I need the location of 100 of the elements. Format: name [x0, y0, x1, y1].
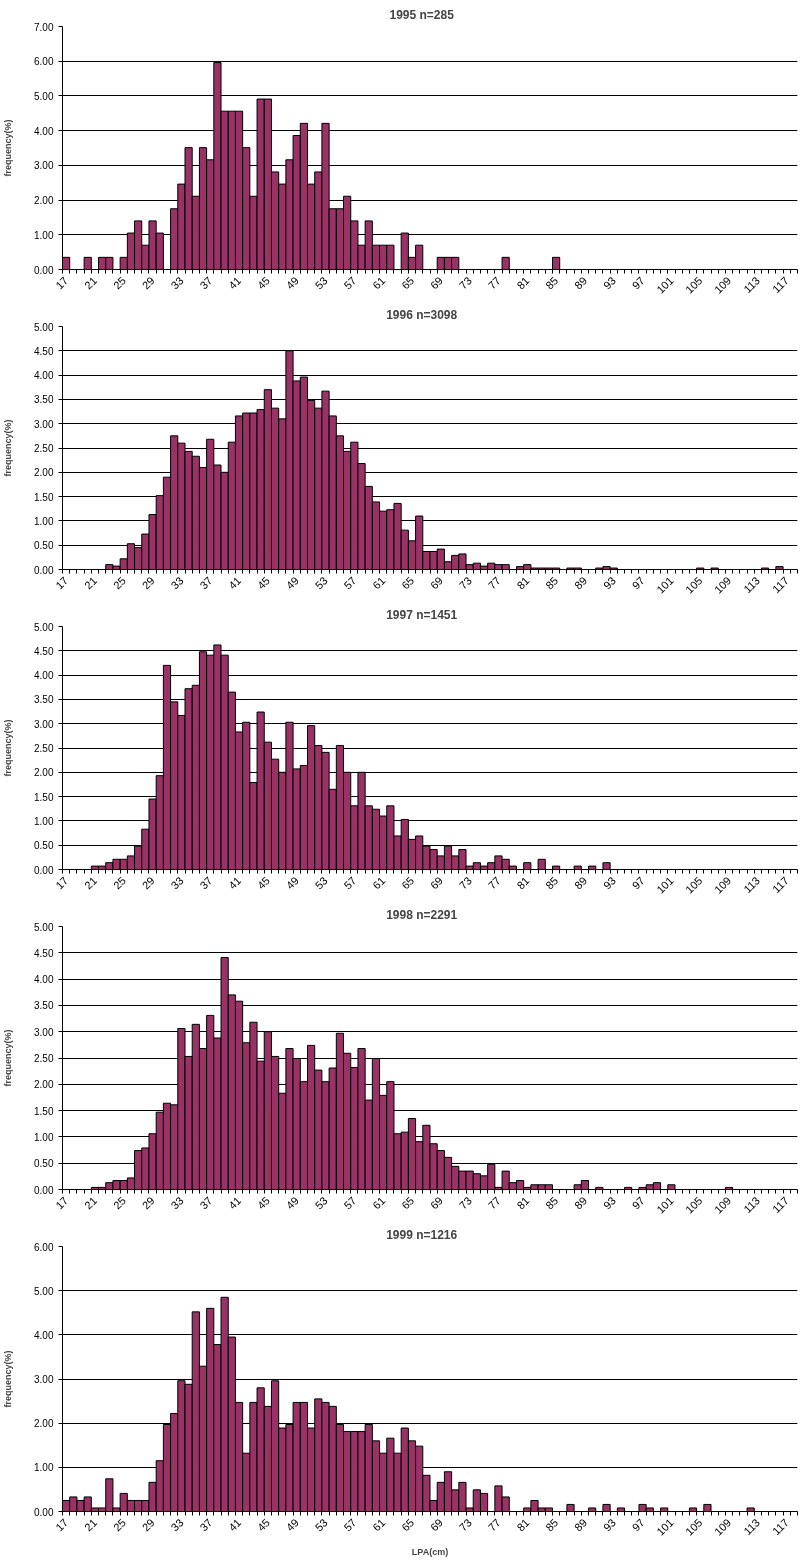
x-tick-label: 77 [485, 1194, 503, 1212]
x-tick-label: 77 [485, 874, 503, 892]
y-tick-label: 4.00 [34, 670, 54, 682]
x-tick-label: 25 [110, 874, 128, 892]
x-tick-label: 49 [283, 1516, 301, 1534]
y-tick-label: 0.00 [34, 564, 54, 576]
y-tick-label: 0.50 [34, 1158, 54, 1170]
x-tick-label: 61 [370, 1194, 388, 1212]
y-tick-label: 3.50 [34, 394, 54, 406]
x-tick-label: 25 [110, 574, 128, 592]
y-tick-label: 2.00 [34, 195, 54, 207]
y-axis-title: frequency(%) [3, 419, 14, 477]
x-tick-label: 37 [197, 1516, 215, 1534]
x-tick-label: 105 [683, 274, 705, 296]
x-tick-label: 61 [370, 1516, 388, 1534]
x-tick-label: 89 [572, 874, 590, 892]
y-tick-label: 1.00 [34, 229, 54, 241]
x-tick-label: 49 [283, 574, 301, 592]
x-tick-label: 17 [53, 574, 71, 592]
x-tick-label: 105 [683, 1516, 705, 1538]
y-tick-label: 5.00 [34, 921, 54, 933]
x-tick-label: 45 [254, 874, 273, 892]
x-tick-label: 37 [197, 274, 215, 292]
x-tick-label: 85 [543, 1194, 561, 1212]
x-tick-label: 81 [514, 274, 532, 292]
y-axis-title: frequency(%) [3, 719, 14, 777]
y-tick-label: 4.00 [34, 1329, 54, 1341]
x-tick-label: 117 [770, 1516, 791, 1538]
y-tick-label: 3.00 [34, 1374, 54, 1385]
y-tick-label: 3.00 [34, 1026, 54, 1038]
x-tick-label: 105 [683, 574, 705, 596]
y-axis-title: frequency(%) [3, 1029, 14, 1087]
x-tick-label: 41 [226, 274, 244, 292]
x-tick-label: 41 [226, 574, 244, 592]
x-tick-label: 89 [572, 574, 590, 592]
x-tick-label: 109 [711, 574, 734, 596]
x-tick-label: 29 [139, 1516, 157, 1534]
chart-title: 1999 n=1216 [386, 1227, 458, 1242]
y-tick-label: 4.00 [34, 125, 54, 137]
x-tick-label: 61 [370, 874, 388, 892]
x-tick-label: 85 [543, 874, 561, 892]
x-tick-label: 113 [741, 1194, 763, 1216]
x-tick-label: 17 [53, 1516, 71, 1534]
y-tick-label: 5.00 [34, 90, 54, 102]
x-tick-label: 33 [168, 874, 186, 892]
x-tick-label: 41 [226, 1516, 244, 1534]
x-tick-label: 69 [427, 574, 446, 592]
x-tick-label: 53 [312, 574, 330, 592]
x-tick-label: 117 [770, 874, 791, 896]
y-tick-label: 6.00 [34, 56, 54, 68]
x-tick-label: 69 [427, 274, 446, 292]
x-tick-label: 25 [110, 274, 128, 292]
chart-title: 1997 n=1451 [386, 607, 458, 622]
x-tick-label: 65 [399, 1516, 417, 1534]
x-tick-label: 73 [456, 274, 474, 292]
x-tick-label: 93 [600, 274, 618, 292]
y-tick-label: 1.00 [34, 515, 54, 527]
y-tick-label: 2.00 [34, 467, 54, 479]
x-tick-label: 37 [197, 874, 215, 892]
x-tick-label: 69 [427, 874, 446, 892]
y-tick-label: 2.00 [34, 1079, 54, 1091]
y-tick-label: 2.00 [34, 1418, 54, 1430]
x-tick-label: 57 [341, 274, 359, 292]
x-tick-label: 37 [197, 1194, 215, 1212]
y-tick-label: 1.00 [34, 1131, 54, 1143]
x-tick-label: 57 [341, 574, 359, 592]
x-tick-label: 45 [254, 574, 273, 592]
x-tick-label: 101 [654, 274, 676, 296]
x-tick-label: 89 [572, 1194, 590, 1212]
x-tick-label: 77 [485, 274, 503, 292]
y-tick-label: 5.00 [34, 621, 54, 633]
x-tick-label: 33 [168, 1194, 186, 1212]
y-axis-title: frequency(%) [3, 119, 14, 177]
x-tick-label: 93 [600, 1516, 618, 1534]
x-tick-label: 113 [741, 874, 763, 896]
x-tick-label: 57 [341, 1194, 359, 1212]
x-tick-label: 49 [283, 274, 301, 292]
x-tick-label: 41 [226, 1194, 244, 1212]
x-tick-label: 65 [399, 574, 417, 592]
x-tick-label: 101 [654, 1194, 676, 1216]
y-tick-label: 2.50 [34, 443, 54, 454]
x-tick-label: 109 [711, 274, 734, 296]
x-tick-label: 53 [312, 874, 330, 892]
x-tick-label: 77 [485, 574, 503, 592]
y-tick-label: 4.50 [34, 645, 54, 657]
x-tick-label: 89 [572, 1516, 590, 1534]
y-tick-label: 2.50 [34, 1053, 54, 1064]
chart-title: 1995 n=285 [389, 7, 455, 22]
x-tick-label: 117 [770, 574, 791, 596]
x-tick-label: 53 [312, 1516, 330, 1534]
y-tick-label: 0.00 [34, 1506, 54, 1518]
x-tick-label: 81 [514, 1194, 532, 1212]
x-tick-label: 97 [629, 1194, 647, 1212]
x-axis-title: LPA(cm) [411, 1547, 449, 1558]
y-tick-label: 0.00 [34, 264, 54, 276]
y-tick-label: 3.50 [34, 1000, 54, 1012]
x-tick-label: 33 [168, 1516, 186, 1534]
x-tick-label: 97 [629, 1516, 647, 1534]
x-tick-label: 29 [139, 874, 157, 892]
x-tick-label: 17 [53, 1194, 71, 1212]
